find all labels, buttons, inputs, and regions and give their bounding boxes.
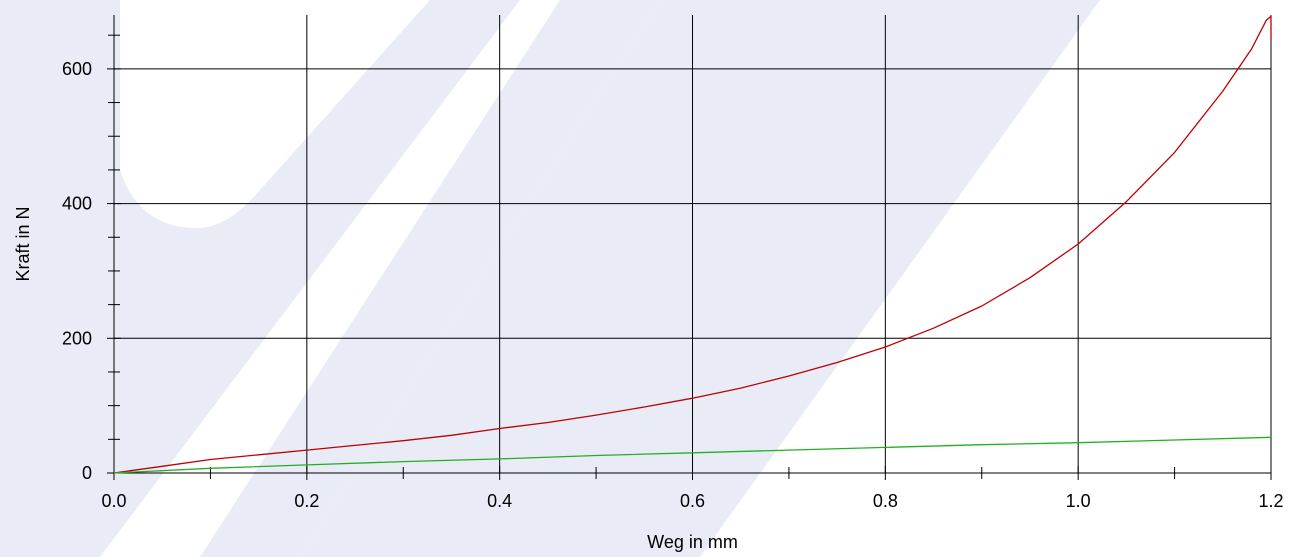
axes: 0.0 0.2 0.4 0.6 0.8 1.0 1.2 0 200 400 600 — [62, 15, 1284, 511]
x-axis-label: Weg in mm — [647, 532, 738, 552]
x-tick-label: 0.8 — [873, 491, 898, 511]
y-axis-label: Kraft in N — [13, 206, 33, 281]
x-tick-label: 0.4 — [487, 491, 512, 511]
series-group — [113, 15, 1272, 474]
x-tick-label: 1.0 — [1066, 491, 1091, 511]
y-tick-label: 0 — [82, 463, 92, 483]
x-tick-label: 0.6 — [680, 491, 705, 511]
y-tick-label: 600 — [62, 59, 92, 79]
x-tick-label: 0.0 — [101, 491, 126, 511]
watermark-shape-middle — [200, 0, 660, 557]
x-tick-label: 0.2 — [294, 491, 319, 511]
axis-labels: Weg in mm Kraft in N — [13, 206, 738, 552]
y-tick-label: 200 — [62, 328, 92, 348]
series-line-1 — [113, 15, 1272, 474]
watermark-shape-left — [0, 0, 520, 557]
y-tick-label: 400 — [62, 194, 92, 214]
grid — [114, 15, 1272, 473]
series-line-2 — [113, 436, 1272, 474]
x-tick-label: 1.2 — [1258, 491, 1283, 511]
